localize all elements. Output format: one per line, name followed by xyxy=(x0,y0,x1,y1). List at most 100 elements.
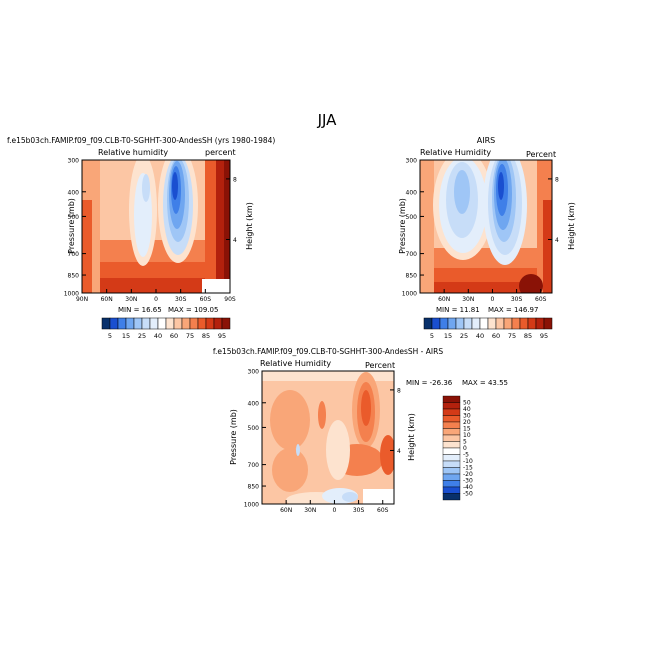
field-wet xyxy=(270,390,310,450)
colorbar-label: -40 xyxy=(463,484,473,491)
colorbar-label: 75 xyxy=(508,332,516,340)
x-tick-label: 60N xyxy=(101,296,113,303)
colorbar-label: 15 xyxy=(463,426,471,433)
y-tick-label: 500 xyxy=(68,214,80,221)
panel-obs-min-label: MIN = 11.81 xyxy=(436,306,480,314)
panel-obs-xaxis: 60N 30N 0 30S 60S xyxy=(438,289,547,303)
panel-diff-min-label: MIN = -26.36 xyxy=(406,379,453,387)
colorbar-swatch xyxy=(543,317,553,330)
colorbar-swatch xyxy=(157,317,167,330)
colorbar-swatch xyxy=(189,317,199,330)
colorbar-label: 10 xyxy=(463,432,471,439)
panel-obs-field xyxy=(420,160,552,293)
colorbar-swatch xyxy=(125,317,135,330)
x-tick-label: 30N xyxy=(304,507,316,514)
panel-diff-title: f.e15b03ch.FAMIP.f09_f09.CLB-T0-SGHHT-30… xyxy=(213,347,443,356)
field-wet xyxy=(380,435,394,475)
y-right-tick-label: 8 xyxy=(397,387,401,394)
x-tick-label: 60S xyxy=(377,507,389,514)
panel-diff-left-label: Relative Humidity xyxy=(260,359,331,368)
colorbar-swatch xyxy=(442,473,461,481)
colorbar-swatch xyxy=(511,317,521,330)
panel-diff-yaxis-right: 84 xyxy=(390,387,401,455)
field-dry xyxy=(142,174,150,202)
colorbar-swatch xyxy=(173,317,183,330)
x-tick-label: 60S xyxy=(200,296,212,303)
y-tick-label: 700 xyxy=(248,462,260,469)
y-tick-label: 850 xyxy=(248,484,260,491)
colorbar-swatch xyxy=(503,317,513,330)
colorbar-swatch xyxy=(519,317,529,330)
colorbar-label: 60 xyxy=(492,332,500,340)
panel-model-right-label: percent xyxy=(205,148,236,157)
y-tick-label: 850 xyxy=(68,273,80,280)
colorbar-label: 75 xyxy=(186,332,194,340)
colorbar-label: 95 xyxy=(218,332,226,340)
panel-model-yaxis: 300 400 500 700 850 1000 xyxy=(64,158,86,298)
x-tick-label: 30S xyxy=(511,296,523,303)
y-tick-label: 500 xyxy=(248,425,260,432)
colorbar-swatch xyxy=(181,317,191,330)
field-dry xyxy=(498,172,504,200)
colorbar-label: 50 xyxy=(463,400,471,407)
colorbar-label: 30 xyxy=(463,413,471,420)
panel-diff-xaxis: 60N 30N 0 30S 60S xyxy=(280,500,389,514)
y-right-tick-label: 8 xyxy=(233,176,237,183)
x-tick-label: 60S xyxy=(535,296,547,303)
colorbar-swatch xyxy=(442,434,461,442)
field-neutral xyxy=(326,420,350,480)
colorbar-swatch xyxy=(442,467,461,475)
colorbar-label: 85 xyxy=(202,332,210,340)
y-right-tick-label: 8 xyxy=(555,176,559,183)
panel-obs-frame xyxy=(419,159,553,294)
colorbar-swatch xyxy=(535,317,545,330)
colorbar-swatch xyxy=(479,317,489,330)
colorbar-swatch xyxy=(165,317,175,330)
y-tick-label: 300 xyxy=(248,369,260,376)
colorbar-swatch xyxy=(442,447,461,455)
field-dry xyxy=(342,492,358,502)
field-band xyxy=(543,200,552,293)
y-tick-label: 700 xyxy=(406,251,418,258)
colorbar-swatch xyxy=(101,317,111,330)
colorbar-swatch xyxy=(495,317,505,330)
colorbar-swatch xyxy=(109,317,119,330)
colorbar-label: -5 xyxy=(463,452,469,459)
panel-obs-right-label: Percent xyxy=(526,150,556,159)
colorbar-swatch xyxy=(471,317,481,330)
colorbar-swatch xyxy=(442,408,461,416)
y-tick-label: 300 xyxy=(406,158,418,165)
colorbar-label: 40 xyxy=(463,406,471,413)
field-missing xyxy=(363,489,394,504)
field-wet xyxy=(318,401,326,429)
y-right-tick-label: 4 xyxy=(233,237,237,244)
field-wet xyxy=(361,390,371,426)
panel-diff-ylabel-right: Height (km) xyxy=(407,413,416,461)
colorbar-label: 20 xyxy=(463,419,471,426)
panel-difference: f.e15b03ch.FAMIP.f09_f09.CLB-T0-SGHHT-30… xyxy=(213,347,508,514)
colorbar-label: 15 xyxy=(444,332,452,340)
colorbar-swatch xyxy=(205,317,215,330)
panel-obs-left-label: Relative Humidity xyxy=(420,148,491,157)
panel-model-field xyxy=(82,160,230,293)
y-tick-label: 1000 xyxy=(244,502,259,509)
panel-model-title: f.e15b03ch.FAMIP.f09_f09.CLB-T0-SGHHT-30… xyxy=(7,136,275,145)
y-tick-label: 850 xyxy=(406,273,418,280)
y-right-tick-label: 4 xyxy=(555,237,559,244)
colorbar-swatch xyxy=(439,317,449,330)
x-tick-label: 30N xyxy=(462,296,474,303)
field-wet xyxy=(519,274,543,293)
panel-obs-ylabel-right: Height (km) xyxy=(567,202,576,250)
colorbar-swatch xyxy=(442,493,461,501)
y-tick-label: 700 xyxy=(68,251,80,258)
panel-obs-yaxis-right: 84 xyxy=(548,176,559,244)
field-dry xyxy=(172,172,178,200)
y-tick-label: 1000 xyxy=(64,291,79,298)
panel-obs: AIRS Relative Humidity Percent xyxy=(398,136,576,340)
x-tick-label: 30S xyxy=(175,296,187,303)
colorbar-swatch xyxy=(447,317,457,330)
colorbar-label: -50 xyxy=(463,491,473,498)
colorbar-swatch xyxy=(442,460,461,468)
colorbar-swatch xyxy=(221,317,231,330)
